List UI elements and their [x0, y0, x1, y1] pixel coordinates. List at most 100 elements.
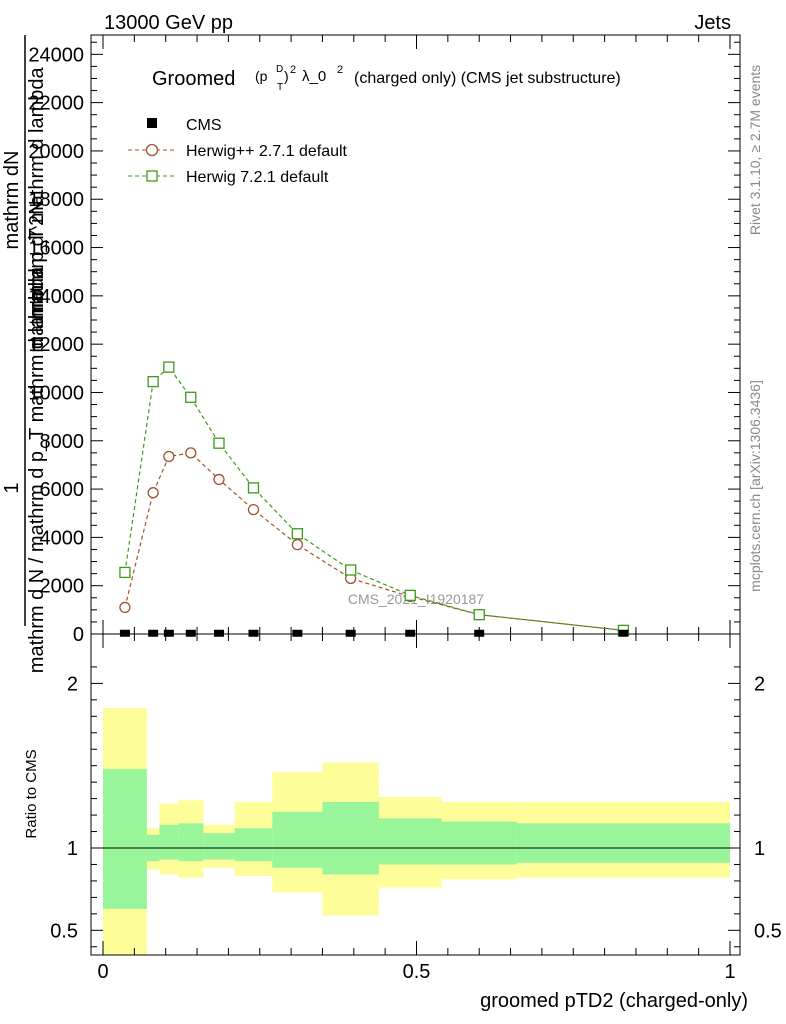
- herwig721-point: [185, 391, 197, 403]
- herwig271-point: [291, 538, 304, 551]
- herwig271-line: [124, 452, 624, 631]
- herwig721-point: [147, 375, 159, 388]
- inner-band-bin: [103, 768, 147, 909]
- y-tick-label: 12000: [28, 334, 84, 356]
- y-tick-label: 18000: [28, 189, 84, 211]
- cms-point: [213, 629, 224, 637]
- ylabel-line-0: mathrm d N / mathrm d p_T mathrm d lambd…: [26, 266, 48, 673]
- cms-point: [185, 629, 196, 637]
- herwig721-point: [163, 361, 175, 373]
- rivet-version-text: Rivet 3.1.10, ≥ 2.7M events: [747, 65, 763, 235]
- y-tick-label: 14000: [28, 286, 84, 308]
- x-axis-label: groomed pTD2 (charged-only): [480, 990, 748, 1012]
- legend: CMS Herwig++ 2.7.1 default Herwig 7.2.1 …: [128, 117, 348, 186]
- main-y-axis: 0 2000 4000 6000 8000 10000 12000 14000 16000 180…: [28, 41, 740, 646]
- header-process: 13000 GeV pp: [104, 12, 233, 34]
- title-p-sup: D: [276, 64, 283, 75]
- analysis-watermark: CMS_2021_I1920187: [348, 591, 484, 607]
- x-tick-label: 1: [724, 961, 735, 983]
- inner-band-bin: [322, 801, 379, 875]
- inner-band-bin: [272, 811, 323, 868]
- mcplots-credit-text: mcplots.cern.ch [arXiv:1306.3436]: [747, 380, 763, 592]
- ratio-y-tick-label: 2: [67, 673, 78, 695]
- data-series: [119, 361, 630, 637]
- title-prefix: Groomed: [152, 68, 235, 90]
- title-exp1: 2: [290, 64, 296, 76]
- ylabel-numerator: mathrm d^2N: [26, 200, 48, 319]
- y-tick-label: 0: [73, 624, 84, 646]
- inner-band-bin: [378, 818, 442, 865]
- herwig271-point: [147, 487, 159, 499]
- cms-point: [163, 629, 174, 637]
- inner-band-bin: [234, 828, 273, 862]
- inner-band-bin: [441, 821, 517, 865]
- ylabel-one: 1: [1, 482, 23, 493]
- ratio-y-tick-label-right: 1: [754, 838, 765, 860]
- svg-text:Groomed: Groomed: [152, 68, 235, 90]
- ratio-y-tick-label-right: 0.5: [754, 920, 782, 942]
- inner-band-bin: [203, 833, 235, 860]
- ratio-y-tick-label: 1: [67, 838, 78, 860]
- y-tick-label: 10000: [28, 382, 84, 404]
- header-category: Jets: [694, 12, 731, 34]
- y-tick-label: 2000: [40, 576, 85, 598]
- y-tick-label: 16000: [28, 238, 84, 260]
- title-p-sub: T: [277, 82, 283, 93]
- y-tick-label: 6000: [40, 479, 85, 501]
- inner-band-bin: [178, 823, 204, 862]
- herwig721-point: [404, 589, 416, 602]
- ylabel-lambda-numerator: mathrm dN: [1, 151, 23, 250]
- cms-point: [148, 629, 159, 637]
- herwig721-point: [247, 482, 260, 494]
- cms-point: [119, 629, 130, 637]
- ratio-y-label: Ratio to CMS: [23, 749, 40, 838]
- cms-point: [405, 629, 416, 637]
- inner-band-bin: [516, 823, 730, 863]
- herwig271-point: [163, 450, 175, 463]
- ratio-y-tick-label-right: 2: [754, 673, 765, 695]
- legend-h721-label: Herwig 7.2.1 default: [186, 169, 329, 186]
- ratio-y-axis: 0.5 0.5 1 1 2 2: [50, 666, 782, 948]
- ratio-x-axis: 0 0.5 1: [97, 634, 736, 983]
- legend-cms-label: CMS: [186, 117, 222, 134]
- cms-point: [474, 629, 485, 637]
- title-close: ): [284, 68, 289, 84]
- herwig721-point: [213, 437, 225, 449]
- x-tick-label: 0: [97, 961, 108, 983]
- cms-point: [345, 629, 356, 637]
- main-x-axis: [102, 35, 731, 634]
- ylabel-line-1: mathrm d p_T mathrm d lambda: [26, 66, 48, 352]
- inner-band-bin: [159, 824, 179, 860]
- herwig271-point: [185, 447, 197, 459]
- herwig721-point: [473, 609, 485, 621]
- main-y-label: mathrm d^2N 1 mathrm dN mathrm d N / mat…: [1, 35, 48, 673]
- herwig721-point: [345, 564, 357, 576]
- y-tick-label: 22000: [28, 93, 84, 115]
- herwig271-point: [213, 473, 225, 486]
- ratio-plot-frame: [90, 633, 741, 956]
- cms-point: [292, 629, 303, 637]
- svg-text:(p: (p: [255, 68, 268, 84]
- legend-h721-marker: [146, 170, 158, 182]
- herwig721-point: [291, 528, 304, 540]
- ratio-y-tick-label: 0.5: [50, 920, 78, 942]
- herwig271-point: [119, 601, 131, 614]
- cms-point: [248, 629, 259, 637]
- title-suffix: (charged only) (CMS jet substructure): [354, 70, 621, 87]
- title-p: (p: [255, 68, 268, 84]
- title-exp2: 2: [337, 64, 343, 76]
- herwig271-point: [247, 503, 260, 516]
- herwig721-point: [119, 566, 131, 579]
- y-tick-label: 4000: [40, 527, 85, 549]
- plot-title: Groomed (p D T ) 2 λ_0 2 (charged only) …: [152, 64, 621, 93]
- legend-cms-marker: [147, 118, 157, 128]
- cms-point: [618, 629, 629, 637]
- y-tick-label: 8000: [40, 431, 85, 453]
- ratio-inner-band: [103, 768, 730, 909]
- legend-h271-label: Herwig++ 2.7.1 default: [186, 143, 348, 160]
- legend-h271-marker: [145, 143, 159, 157]
- y-tick-label: 24000: [28, 44, 84, 66]
- title-lambda: λ_0: [302, 68, 326, 85]
- x-tick-label: 0.5: [403, 961, 431, 983]
